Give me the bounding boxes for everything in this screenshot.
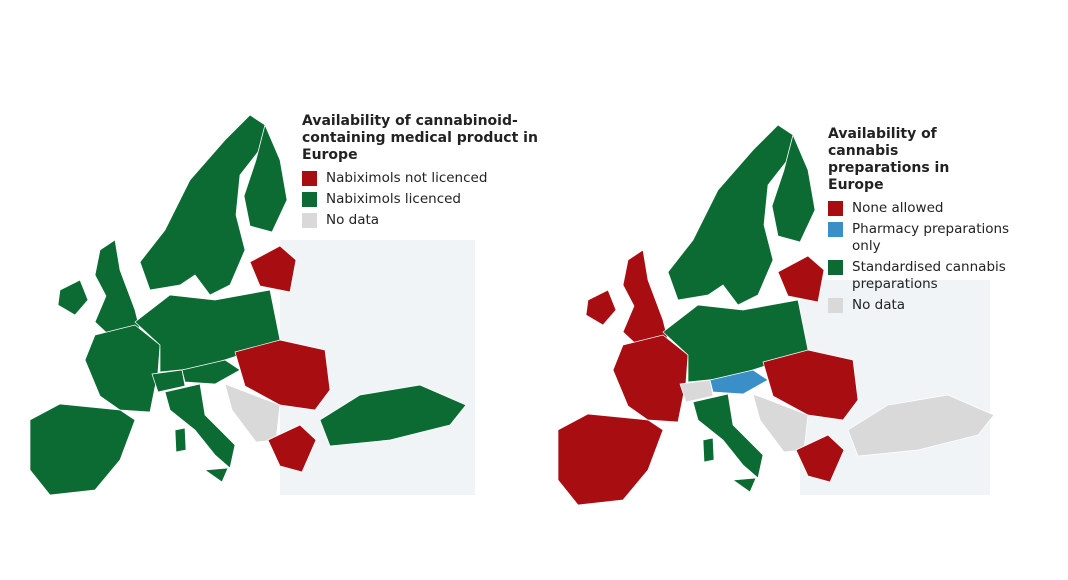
legend-label: Pharmacy preparations only xyxy=(852,221,1010,254)
legend-item: Pharmacy preparations only xyxy=(828,221,1038,255)
legend-swatch xyxy=(828,201,843,216)
legend-label: No data xyxy=(852,297,906,313)
legend-label: Nabiximols not licenced xyxy=(326,170,488,186)
legend-label: None allowed xyxy=(852,200,944,216)
legend-label: Standardised cannabis preparations xyxy=(852,259,1006,292)
legend-swatch xyxy=(828,298,843,313)
legend-label: Nabiximols licenced xyxy=(326,191,461,207)
legend-swatch xyxy=(828,222,843,237)
legend-title: Availability of cannabinoid-containing m… xyxy=(302,113,538,163)
legend-swatch xyxy=(828,260,843,275)
legend-item: Nabiximols licenced xyxy=(302,191,547,208)
legend-item: No data xyxy=(302,212,547,229)
legend-item: Nabiximols not licenced xyxy=(302,170,547,187)
legend: Availability of cannabinoid-containing m… xyxy=(302,113,547,233)
legend-item: Standardised cannabis preparations xyxy=(828,259,1038,293)
legend-swatch xyxy=(302,171,317,186)
legend: Availability of cannabis preparations in… xyxy=(828,126,1038,318)
legend-swatch xyxy=(302,213,317,228)
legend-item: No data xyxy=(828,297,1038,314)
legend-item: None allowed xyxy=(828,200,1038,217)
legend-label: No data xyxy=(326,212,380,228)
legend-swatch xyxy=(302,192,317,207)
legend-title: Availability of cannabis preparations in… xyxy=(828,126,950,193)
